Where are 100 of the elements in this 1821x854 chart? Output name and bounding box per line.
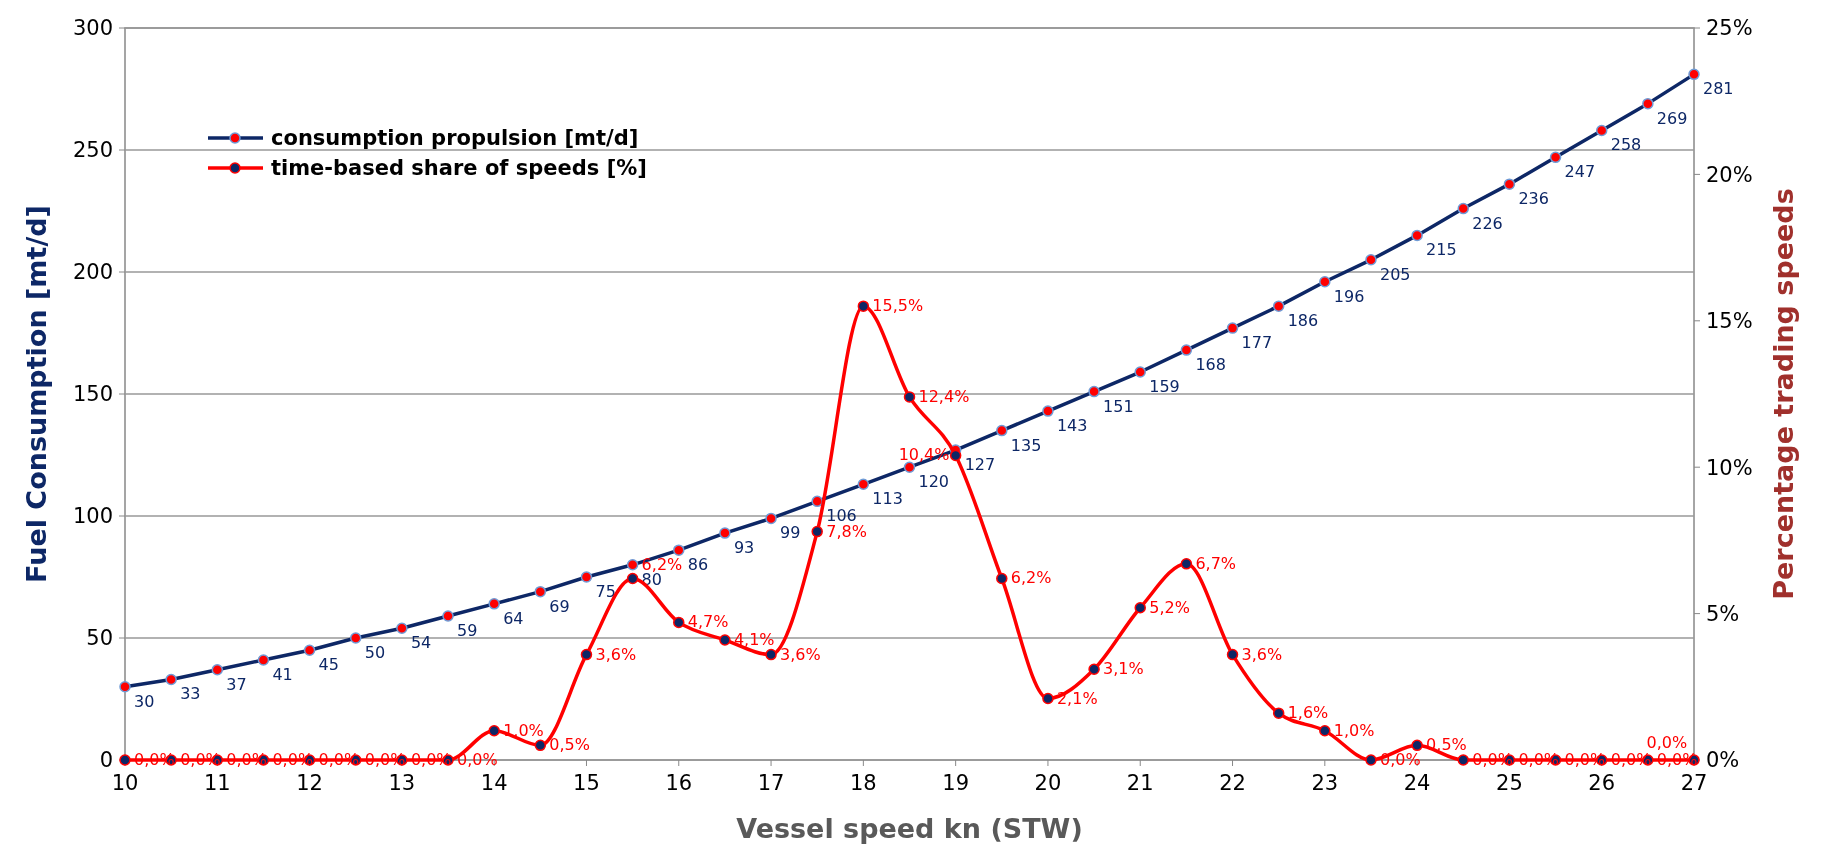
point: [949, 449, 962, 462]
data-label: 258: [1610, 135, 1642, 155]
data-label: 205: [1379, 264, 1411, 284]
point: [1319, 724, 1331, 737]
point: [1042, 692, 1054, 705]
x-tick-label: 19: [942, 771, 970, 795]
data-label: 12,4%: [918, 386, 970, 406]
data-label: 3,6%: [1241, 644, 1283, 664]
data-label: 54: [410, 633, 432, 653]
data-label: 269: [1656, 108, 1688, 128]
point: [580, 648, 593, 661]
data-label: 151: [1103, 396, 1134, 416]
point: [119, 754, 131, 766]
x-tick-label: 27: [1680, 771, 1708, 795]
data-label: 236: [1518, 189, 1549, 209]
data-label: 1,0%: [1333, 720, 1375, 740]
point: [903, 391, 916, 403]
point: [1411, 739, 1423, 752]
x-tick-label: 15: [573, 771, 600, 795]
point: [1365, 754, 1377, 766]
data-label: 4,1%: [733, 629, 775, 649]
x-tick-label: 21: [1126, 771, 1154, 795]
data-label: 6,2%: [1010, 568, 1052, 588]
y2-tick-label: 10%: [1706, 455, 1753, 480]
x-tick-label: 17: [757, 771, 785, 795]
data-label: 247: [1564, 162, 1596, 182]
data-label: 215: [1426, 240, 1457, 260]
y-tick-label: 0: [99, 748, 113, 773]
legend-label: time-based share of speeds [%]: [271, 156, 647, 181]
data-label: 3,6%: [595, 644, 637, 664]
data-label: 2,1%: [1056, 688, 1098, 708]
point: [1134, 601, 1146, 614]
x-tick-label: 25: [1496, 771, 1523, 795]
point: [673, 616, 685, 629]
y-tick-label: 150: [72, 382, 113, 407]
y2-tick-label: 20%: [1706, 162, 1753, 187]
y-tick-label: 50: [86, 626, 113, 651]
y2-tick-label: 5%: [1706, 601, 1740, 626]
data-label: 113: [872, 489, 903, 509]
y-tick-label: 300: [72, 16, 113, 41]
y2-tick-label: 0%: [1706, 748, 1740, 773]
point: [857, 300, 870, 312]
data-label: 15,5%: [872, 296, 924, 316]
data-label: 75: [595, 582, 616, 601]
y-tick-label: 100: [72, 504, 113, 529]
data-label: 0,0%: [1646, 733, 1688, 752]
data-label: 59: [457, 621, 478, 641]
data-label: 3,6%: [780, 644, 821, 664]
point: [534, 739, 547, 752]
data-label: 177: [1241, 333, 1273, 353]
data-label: 186: [1287, 311, 1319, 331]
point: [626, 572, 639, 585]
data-label: 1,6%: [1287, 703, 1329, 723]
y2-axis-title: Percentage trading speeds: [1768, 188, 1799, 600]
point: [1457, 754, 1470, 766]
data-label: 30: [134, 691, 155, 711]
point: [488, 724, 500, 737]
x-tick-label: 26: [1588, 771, 1616, 795]
x-tick-label: 23: [1311, 771, 1339, 795]
data-label: 33: [180, 684, 201, 704]
x-tick-label: 12: [296, 771, 323, 795]
y2-tick-label: 15%: [1706, 309, 1753, 334]
point: [1088, 663, 1100, 675]
data-label: 45: [318, 655, 339, 675]
point: [811, 525, 823, 538]
point: [719, 634, 731, 646]
data-label: 226: [1472, 213, 1503, 233]
y-tick-label: 250: [72, 138, 113, 163]
legend-label: consumption propulsion [mt/d]: [271, 126, 639, 151]
data-label: 281: [1703, 79, 1734, 99]
x-tick-label: 11: [203, 771, 231, 795]
data-label: 159: [1149, 377, 1180, 397]
data-label: 50: [364, 643, 386, 662]
data-label: 86: [687, 555, 709, 575]
x-tick-label: 10: [111, 771, 139, 795]
data-label: 4,7%: [687, 612, 729, 632]
data-label: 135: [1010, 435, 1042, 455]
y-axis-title: Fuel Consumption [mt/d]: [21, 205, 52, 583]
x-tick-label: 24: [1403, 771, 1431, 795]
x-tick-label: 16: [665, 771, 693, 795]
data-label: 69: [549, 596, 570, 616]
data-label: 41: [272, 664, 293, 684]
data-label: 127: [964, 455, 996, 475]
point: [1272, 707, 1285, 719]
data-label: 93: [733, 538, 755, 558]
point: [1180, 558, 1193, 570]
y2-tick-label: 25%: [1706, 16, 1753, 41]
data-label: 37: [226, 674, 247, 694]
data-label: 64: [503, 608, 524, 628]
data-label: 168: [1195, 355, 1226, 375]
data-label: 3,1%: [1103, 659, 1144, 679]
data-label: 196: [1333, 286, 1365, 306]
data-label: 143: [1056, 416, 1088, 436]
point: [1226, 648, 1239, 661]
data-label: 120: [918, 472, 950, 492]
x-tick-label: 18: [849, 771, 877, 795]
x-tick-label: 13: [388, 771, 416, 795]
y-tick-label: 200: [72, 260, 113, 285]
point: [765, 648, 777, 661]
x-tick-label: 22: [1219, 771, 1246, 795]
